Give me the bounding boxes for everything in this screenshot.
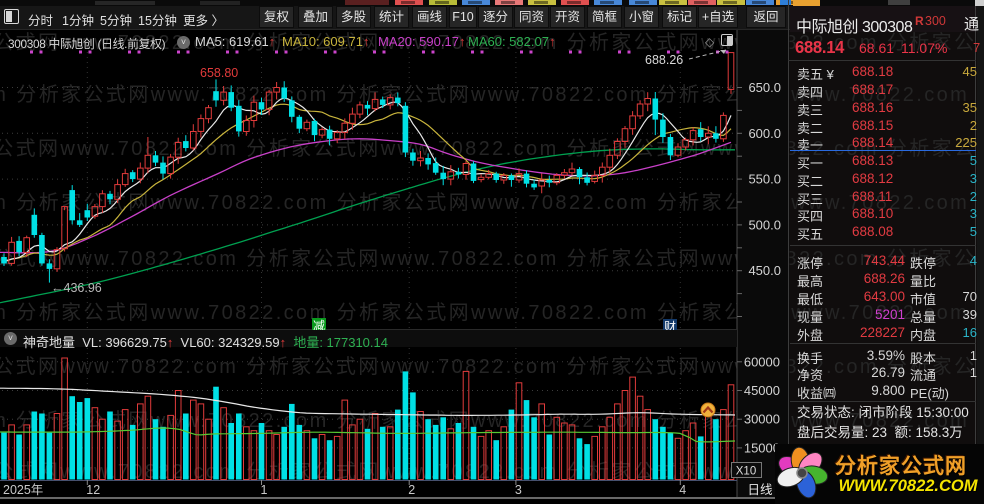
- svg-text:550.0: 550.0: [748, 172, 781, 187]
- svg-text:658.80: 658.80: [200, 66, 238, 80]
- svg-text:X10: X10: [736, 466, 756, 478]
- svg-text:30000: 30000: [744, 412, 780, 427]
- svg-text:4: 4: [679, 483, 686, 497]
- svg-text:60000: 60000: [744, 354, 780, 369]
- svg-text:←436.96: ←436.96: [51, 281, 102, 295]
- svg-text:500.0: 500.0: [748, 217, 781, 232]
- svg-text:2: 2: [408, 483, 415, 497]
- svg-text:650.0: 650.0: [748, 80, 781, 95]
- svg-text:15000: 15000: [744, 440, 780, 455]
- svg-text:2025年: 2025年: [3, 483, 43, 497]
- svg-text:减: 减: [313, 319, 325, 333]
- svg-text:3: 3: [515, 483, 522, 497]
- svg-text:日线: 日线: [747, 483, 773, 497]
- svg-text:688.26: 688.26: [645, 53, 683, 67]
- svg-text:600.0: 600.0: [748, 126, 781, 141]
- svg-text:1: 1: [261, 483, 268, 497]
- svg-text:450.0: 450.0: [748, 263, 781, 278]
- svg-text:45000: 45000: [744, 383, 780, 398]
- svg-text:12: 12: [86, 483, 100, 497]
